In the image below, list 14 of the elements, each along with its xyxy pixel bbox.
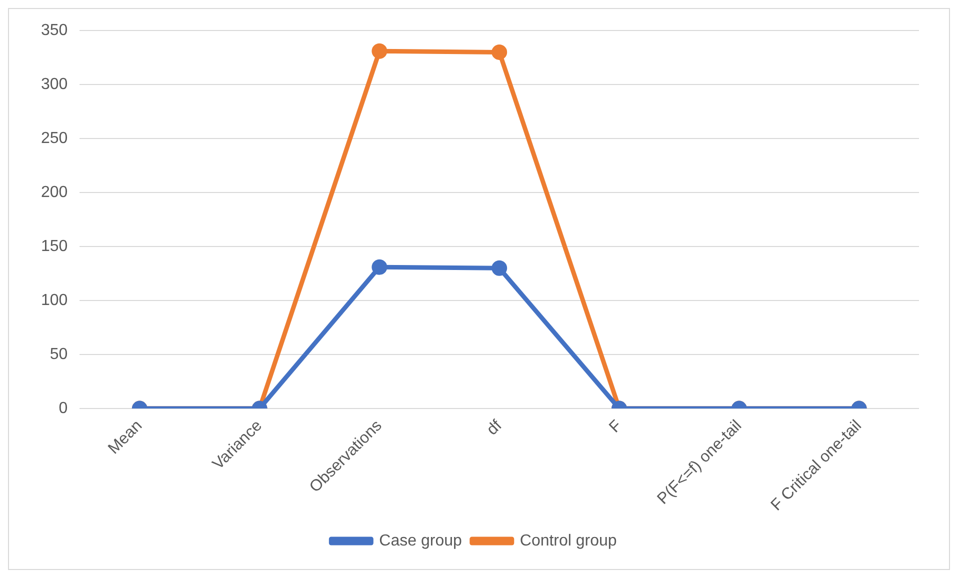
y-tick-label: 0 <box>58 400 68 417</box>
y-tick-label: 350 <box>40 22 68 40</box>
y-tick-label: 50 <box>50 346 68 363</box>
y-tick-label: 150 <box>40 238 68 255</box>
y-tick-label: 250 <box>40 130 68 147</box>
x-tick-label: F <box>606 417 626 436</box>
legend-label: Case group <box>379 532 462 550</box>
point <box>492 44 508 60</box>
x-tick-label: df <box>484 416 506 439</box>
y-tick-label: 200 <box>40 184 68 201</box>
y-tick-label: 300 <box>40 76 68 93</box>
y-tick-label: 100 <box>40 292 68 309</box>
legend-label: Control group <box>520 532 617 550</box>
point <box>372 43 388 59</box>
